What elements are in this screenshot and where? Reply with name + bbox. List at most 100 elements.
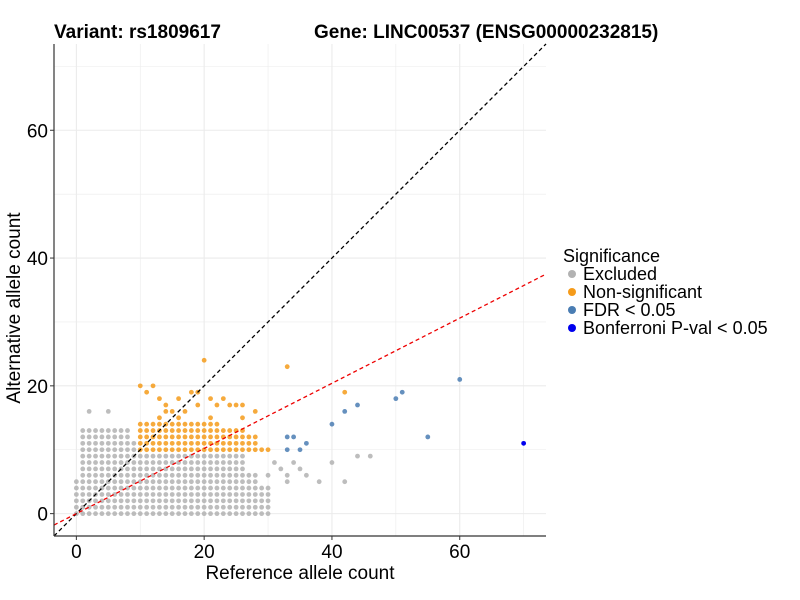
excluded-point: [188, 504, 194, 510]
legend-label-fdr: FDR < 0.05: [583, 300, 676, 320]
nonsig-point: [137, 421, 143, 427]
excluded-point: [86, 409, 92, 414]
nonsig-point: [157, 415, 162, 421]
excluded-point: [131, 498, 137, 504]
excluded-point: [73, 492, 79, 497]
excluded-point: [99, 472, 105, 478]
excluded-point: [208, 453, 213, 459]
excluded-point: [246, 485, 252, 491]
nonsig-point: [176, 428, 181, 433]
nonsig-point: [214, 421, 220, 427]
excluded-point: [93, 504, 98, 510]
excluded-point: [99, 504, 105, 510]
excluded-point: [86, 466, 92, 472]
excluded-point: [118, 479, 124, 485]
excluded-point: [137, 492, 143, 497]
legend-key-bonf: [568, 324, 576, 332]
excluded-point: [150, 479, 156, 485]
nonsig-point: [208, 434, 213, 440]
fdr-point: [329, 421, 335, 427]
nonsig-point: [214, 428, 220, 433]
excluded-point: [208, 492, 213, 497]
x-tick-label: 40: [321, 542, 342, 563]
excluded-point: [105, 466, 111, 472]
legend-label-excluded: Excluded: [583, 264, 657, 284]
excluded-point: [150, 453, 156, 459]
excluded-point: [284, 479, 290, 485]
excluded-point: [182, 460, 188, 465]
excluded-point: [157, 492, 162, 497]
excluded-point: [176, 485, 181, 491]
excluded-point: [99, 428, 105, 433]
excluded-point: [144, 504, 150, 510]
excluded-point: [131, 440, 137, 446]
nonsig-point: [163, 409, 169, 414]
excluded-point: [112, 498, 118, 504]
nonsig-point: [182, 428, 188, 433]
excluded-point: [112, 511, 118, 517]
fdr-point: [303, 440, 309, 446]
excluded-point: [265, 504, 271, 510]
reference-lines: [53, 43, 547, 537]
excluded-point: [220, 472, 226, 478]
excluded-point: [137, 485, 143, 491]
excluded-point: [144, 511, 150, 517]
excluded-point: [93, 428, 98, 433]
excluded-point: [195, 485, 201, 491]
excluded-point: [195, 511, 201, 517]
fdr-point: [291, 434, 297, 440]
excluded-point: [118, 485, 124, 491]
excluded-point: [201, 511, 207, 517]
excluded-point: [144, 460, 150, 465]
excluded-point: [259, 504, 265, 510]
excluded-point: [246, 498, 252, 504]
excluded-point: [105, 447, 111, 453]
excluded-point: [105, 409, 111, 414]
excluded-point: [329, 460, 335, 465]
excluded-point: [105, 498, 111, 504]
x-tick-label: 60: [449, 542, 470, 563]
excluded-point: [182, 479, 188, 485]
excluded-point: [214, 472, 220, 478]
excluded-point: [125, 511, 130, 517]
excluded-point: [220, 479, 226, 485]
excluded-point: [182, 485, 188, 491]
excluded-point: [265, 472, 271, 478]
nonsig-point: [220, 396, 226, 402]
excluded-point: [227, 466, 233, 472]
excluded-point: [246, 479, 252, 485]
excluded-point: [182, 472, 188, 478]
nonsig-point: [182, 409, 188, 414]
excluded-point: [125, 479, 130, 485]
excluded-point: [112, 453, 118, 459]
excluded-point: [163, 479, 169, 485]
excluded-point: [227, 479, 233, 485]
excluded-point: [112, 492, 118, 497]
nonsig-point: [240, 440, 245, 446]
nonsig-point: [169, 409, 175, 414]
excluded-point: [227, 504, 233, 510]
nonsig-point: [201, 421, 207, 427]
nonsig-point: [214, 434, 220, 440]
excluded-point: [272, 460, 277, 465]
nonsig-point: [176, 447, 181, 453]
excluded-point: [316, 479, 322, 485]
y-axis-label: Alternative allele count: [4, 212, 25, 404]
nonsig-point: [227, 428, 233, 433]
nonsig-point: [195, 440, 201, 446]
nonsig-point: [233, 434, 239, 440]
excluded-point: [93, 511, 98, 517]
excluded-point: [246, 472, 252, 478]
nonsig-point: [208, 421, 213, 427]
nonsig-point: [259, 447, 265, 453]
excluded-point: [227, 453, 233, 459]
nonsig-point: [214, 440, 220, 446]
nonsig-point: [188, 440, 194, 446]
excluded-point: [220, 492, 226, 497]
excluded-point: [144, 479, 150, 485]
excluded-point: [246, 511, 252, 517]
nonsig-point: [195, 402, 201, 408]
excluded-point: [125, 466, 130, 472]
nonsig-point: [163, 440, 169, 446]
nonsig-point: [208, 396, 213, 402]
